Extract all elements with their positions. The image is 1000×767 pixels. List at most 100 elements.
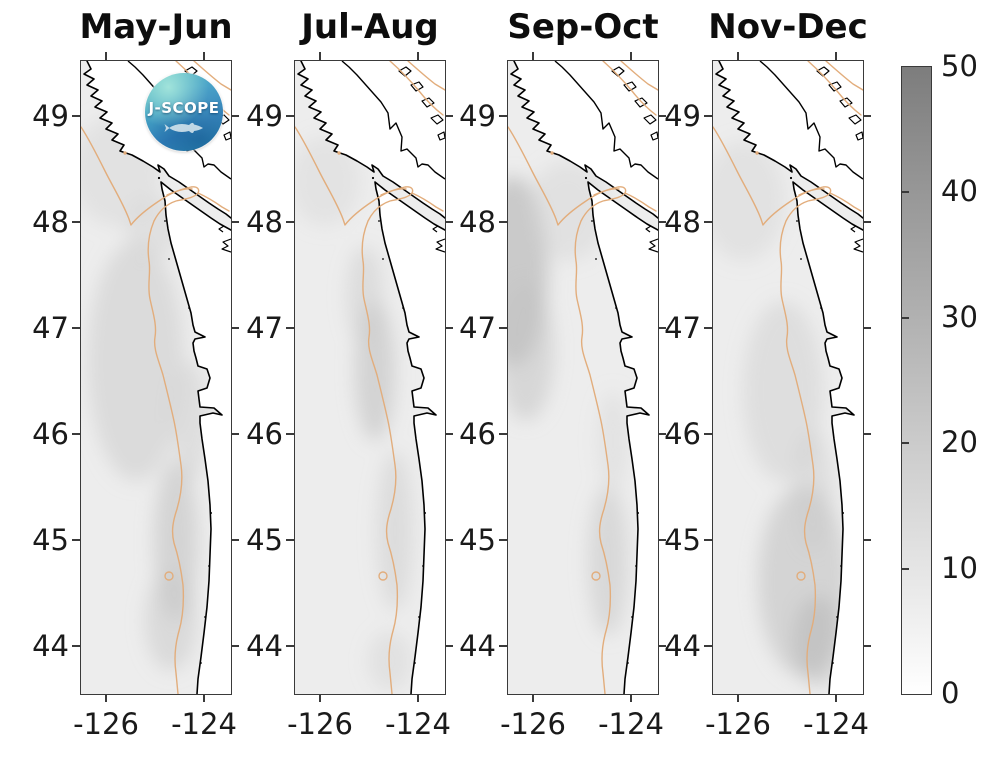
lat-tick-label: 48 (459, 205, 496, 239)
lat-tick-right (231, 221, 239, 223)
lat-tick-label: 46 (32, 417, 69, 451)
lat-tick-left (704, 433, 712, 435)
jscope-logo: J-SCOPE (145, 73, 223, 151)
lat-tick-label: 47 (32, 311, 69, 345)
lat-tick-label: 46 (664, 417, 701, 451)
lat-tick-left (286, 645, 294, 647)
lat-tick-right (231, 645, 239, 647)
lon-tick-top (105, 52, 107, 60)
lat-tick-right (445, 645, 453, 647)
lat-tick-label: 47 (664, 311, 701, 345)
panel-may-jun: May-Jun J-SCOPE 49 48 47 46 45 44 -126 -124 (32, 7, 239, 741)
lat-tick-label: 44 (459, 629, 496, 663)
lat-tick-left (286, 327, 294, 329)
colorbar-tick-label: 50 (941, 49, 978, 83)
lat-tick-right (658, 327, 666, 329)
lon-tick-top (532, 52, 534, 60)
lat-tick-right (863, 433, 871, 435)
lat-tick-right (863, 221, 871, 223)
lat-tick-right (231, 115, 239, 117)
lon-tick-bottom (417, 694, 419, 702)
lat-tick-label: 45 (459, 523, 496, 557)
lat-tick-label: 45 (32, 523, 69, 557)
lat-tick-left (704, 645, 712, 647)
colorbar-tick (902, 442, 909, 445)
lat-tick-right (658, 433, 666, 435)
colorbar-tick (902, 191, 909, 194)
lat-tick-label: 48 (246, 205, 283, 239)
lat-tick-label: 44 (246, 629, 283, 663)
lon-tick-bottom (532, 694, 534, 702)
colorbar-tick-label: 20 (941, 425, 978, 460)
colorbar-tick-label: 0 (941, 676, 960, 710)
lat-tick-left (72, 221, 80, 223)
lon-tick-top (737, 52, 739, 60)
map-jul-aug (295, 61, 445, 694)
lon-tick-top (630, 52, 632, 60)
lat-tick-label: 47 (246, 311, 283, 345)
lat-tick-label: 44 (664, 629, 701, 663)
map-may-jun (81, 61, 231, 694)
lat-tick-left (72, 645, 80, 647)
lon-tick-label: -124 (598, 707, 664, 741)
lon-tick-label: -124 (171, 707, 237, 741)
lat-tick-right (445, 221, 453, 223)
lat-tick-left (499, 539, 507, 541)
lon-tick-top (417, 52, 419, 60)
lat-tick-left (72, 327, 80, 329)
lon-tick-label: -126 (287, 707, 353, 741)
lon-tick-label: -124 (385, 707, 451, 741)
lat-tick-left (704, 115, 712, 117)
lat-tick-right (863, 327, 871, 329)
lon-tick-top (319, 52, 321, 60)
lat-tick-label: 46 (246, 417, 283, 451)
lat-tick-right (231, 539, 239, 541)
lat-tick-label: 49 (32, 99, 69, 133)
lat-tick-label: 47 (459, 311, 496, 345)
panel-sep-oct: Sep-Oct 49 48 47 46 45 44 -126 -124 (459, 7, 666, 741)
lon-tick-top (203, 52, 205, 60)
lat-tick-left (704, 221, 712, 223)
lon-tick-top (835, 52, 837, 60)
lon-tick-bottom (737, 694, 739, 702)
map-sep-oct (508, 61, 658, 694)
panel-title-jul-aug: Jul-Aug (301, 7, 439, 47)
lon-tick-bottom (203, 694, 205, 702)
lat-tick-left (499, 645, 507, 647)
lat-tick-label: 49 (459, 99, 496, 133)
lat-tick-label: 48 (32, 205, 69, 239)
lat-tick-right (231, 327, 239, 329)
colorbar-tick (902, 316, 909, 319)
panel-jul-aug: Jul-Aug 49 48 47 46 45 44 -126 -124 (246, 7, 453, 741)
lon-tick-bottom (105, 694, 107, 702)
colorbar-tick-label: 40 (941, 174, 978, 209)
lat-tick-label: 46 (459, 417, 496, 451)
lat-tick-left (499, 221, 507, 223)
lat-tick-right (231, 433, 239, 435)
lat-tick-right (445, 539, 453, 541)
colorbar-tick (902, 567, 909, 570)
lat-tick-right (658, 645, 666, 647)
fish-icon (164, 122, 203, 133)
lat-tick-left (286, 115, 294, 117)
colorbar (901, 66, 932, 695)
lat-tick-right (445, 115, 453, 117)
lat-tick-left (286, 539, 294, 541)
jscope-logo-text: J-SCOPE (148, 99, 220, 117)
panel-title-may-jun: May-Jun (79, 7, 233, 47)
lat-tick-right (658, 539, 666, 541)
lat-tick-right (445, 433, 453, 435)
lon-tick-label: -126 (500, 707, 566, 741)
lat-tick-left (286, 433, 294, 435)
field-shading (295, 136, 413, 691)
lat-tick-label: 49 (246, 99, 283, 133)
lat-tick-label: 49 (664, 99, 701, 133)
lon-tick-label: -126 (705, 707, 771, 741)
lat-tick-left (499, 433, 507, 435)
lon-tick-bottom (319, 694, 321, 702)
lon-tick-label: -124 (803, 707, 869, 741)
field-shading (713, 141, 848, 686)
lat-tick-left (72, 539, 80, 541)
lat-tick-label: 45 (664, 523, 701, 557)
